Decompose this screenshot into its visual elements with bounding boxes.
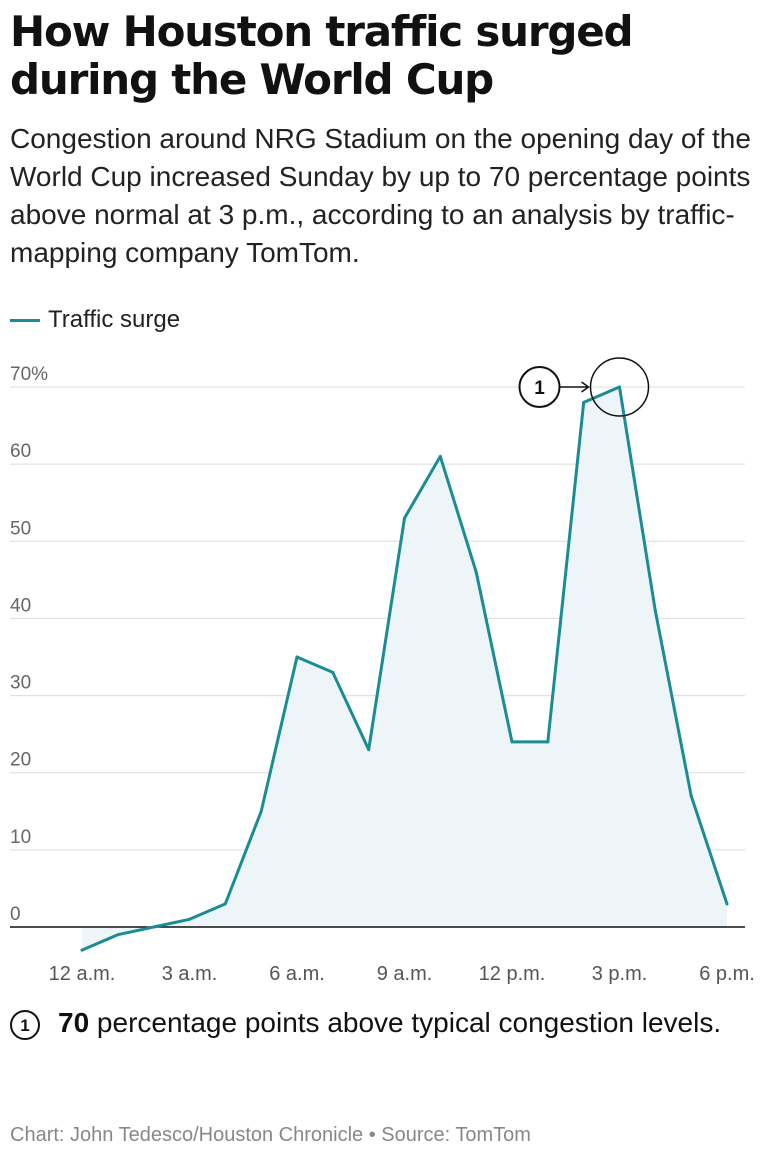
x-tick-label: 12 a.m. — [49, 963, 116, 985]
data-point — [223, 902, 227, 906]
x-axis-tick-labels: 12 a.m. 3 a.m. 6 a.m. 9 a.m. 12 p.m. 3 p.m. 6 … — [49, 963, 755, 985]
x-tick-label: 3 a.m. — [162, 963, 218, 985]
x-tick-label: 12 p.m. — [479, 963, 546, 985]
annotation-description: percentage points above typical congesti… — [89, 1007, 722, 1038]
peak-highlight-circle — [589, 357, 650, 417]
series-line-layer — [80, 385, 729, 952]
data-point — [653, 609, 657, 613]
annotation-note-text: 70 percentage points above typical conge… — [58, 1006, 721, 1040]
peak-annotation: 1 — [518, 357, 650, 417]
data-point — [725, 902, 729, 906]
traffic-surge-area — [82, 387, 727, 951]
annotation-value: 70 — [58, 1007, 90, 1038]
traffic-surge-chart: 0 10 20 30 40 50 60 70% 12 a.m. 3 a.m. 6 a.m. 9 a.… — [10, 357, 755, 985]
data-point — [618, 385, 621, 389]
y-tick-label: 70% — [10, 364, 48, 385]
data-point — [510, 740, 514, 744]
data-point — [474, 570, 478, 574]
legend-label: Traffic surge — [48, 306, 181, 333]
data-point — [188, 917, 191, 921]
y-tick-label: 20 — [10, 750, 31, 771]
y-tick-label: 0 — [10, 904, 21, 925]
chart-title: How Houston traffic surged during the Wo… — [10, 7, 634, 104]
data-point — [116, 933, 120, 937]
legend-line-swatch — [10, 318, 40, 322]
data-point — [295, 655, 299, 659]
data-point — [582, 400, 586, 404]
x-tick-label: 9 a.m. — [377, 963, 433, 985]
annotation-note: 1 70 percentage points above typical con… — [10, 1006, 750, 1040]
chart-subtitle: Congestion around NRG Stadium on the ope… — [10, 123, 751, 268]
data-point — [259, 809, 263, 813]
data-point — [80, 948, 84, 952]
x-tick-label: 6 p.m. — [699, 963, 755, 985]
area-fill-layer — [82, 387, 727, 951]
y-tick-label: 40 — [10, 595, 31, 616]
data-point — [152, 925, 156, 929]
data-point — [689, 794, 693, 798]
source-credit: Chart: John Tedesco/Houston Chronicle • … — [10, 1124, 531, 1146]
annotation-badge-circle — [518, 366, 561, 408]
annotation-number-badge: 1 — [10, 1010, 40, 1040]
y-axis-tick-labels: 0 10 20 30 40 50 60 70% — [10, 364, 48, 925]
legend: Traffic surge — [10, 304, 180, 336]
annotation-arrowhead — [581, 381, 590, 393]
x-tick-label: 6 a.m. — [269, 963, 325, 985]
annotation-badge-label: 1 — [534, 378, 545, 399]
data-point — [546, 740, 550, 744]
y-tick-label: 10 — [10, 827, 31, 848]
data-point — [403, 516, 406, 520]
y-tick-label: 50 — [10, 518, 31, 539]
x-tick-label: 3 p.m. — [592, 963, 648, 985]
data-point — [367, 748, 371, 752]
y-tick-label: 60 — [10, 441, 31, 462]
data-point — [438, 454, 442, 458]
data-point — [331, 670, 335, 674]
y-tick-label: 30 — [10, 673, 31, 694]
